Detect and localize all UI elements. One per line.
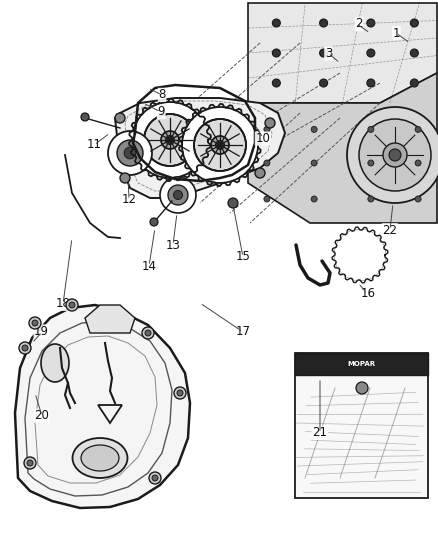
Text: 19: 19 — [34, 325, 49, 338]
Circle shape — [415, 196, 421, 202]
Bar — [295, 353, 428, 375]
Circle shape — [367, 49, 375, 57]
Circle shape — [311, 196, 317, 202]
Circle shape — [359, 119, 431, 191]
Circle shape — [410, 49, 418, 57]
Circle shape — [145, 330, 151, 336]
Circle shape — [19, 342, 31, 354]
Circle shape — [152, 475, 158, 481]
Circle shape — [320, 49, 328, 57]
Circle shape — [174, 387, 186, 399]
Ellipse shape — [73, 438, 127, 478]
Circle shape — [150, 218, 158, 226]
Circle shape — [22, 345, 28, 351]
Ellipse shape — [81, 445, 119, 471]
Text: 10: 10 — [255, 132, 270, 145]
Text: 3: 3 — [325, 47, 332, 60]
Text: 22: 22 — [382, 224, 397, 237]
Circle shape — [160, 177, 196, 213]
Ellipse shape — [41, 344, 69, 382]
Circle shape — [228, 198, 238, 208]
Text: 8: 8 — [159, 88, 166, 101]
Circle shape — [272, 19, 280, 27]
Circle shape — [383, 143, 407, 167]
Text: 9: 9 — [157, 106, 165, 118]
Circle shape — [265, 118, 275, 128]
Circle shape — [194, 119, 246, 171]
Circle shape — [69, 302, 75, 308]
Circle shape — [353, 248, 367, 262]
Circle shape — [168, 185, 188, 205]
Circle shape — [389, 149, 401, 161]
Text: 16: 16 — [360, 287, 375, 300]
Circle shape — [345, 240, 375, 270]
Circle shape — [24, 457, 36, 469]
Circle shape — [81, 113, 89, 121]
Circle shape — [415, 160, 421, 166]
Circle shape — [272, 49, 280, 57]
Text: 14: 14 — [141, 260, 156, 273]
Circle shape — [368, 126, 374, 132]
Polygon shape — [248, 73, 437, 223]
Circle shape — [161, 131, 179, 149]
Text: 15: 15 — [236, 251, 251, 263]
Circle shape — [415, 126, 421, 132]
Circle shape — [177, 390, 183, 396]
Polygon shape — [248, 3, 437, 103]
Circle shape — [368, 196, 374, 202]
Circle shape — [311, 160, 317, 166]
Polygon shape — [115, 98, 285, 198]
Circle shape — [347, 107, 438, 203]
Circle shape — [142, 327, 154, 339]
Circle shape — [108, 131, 152, 175]
Circle shape — [115, 113, 125, 123]
Circle shape — [255, 168, 265, 178]
Circle shape — [215, 141, 225, 149]
Circle shape — [367, 79, 375, 87]
Circle shape — [144, 114, 196, 166]
Circle shape — [264, 126, 270, 132]
Circle shape — [166, 135, 174, 144]
Text: 13: 13 — [166, 239, 180, 252]
Circle shape — [32, 320, 38, 326]
Circle shape — [120, 173, 130, 183]
Text: 18: 18 — [56, 297, 71, 310]
Circle shape — [211, 136, 229, 154]
Circle shape — [66, 299, 78, 311]
Circle shape — [264, 160, 270, 166]
Text: 11: 11 — [87, 139, 102, 151]
Polygon shape — [132, 102, 208, 178]
Circle shape — [173, 190, 183, 199]
Text: MOPAR: MOPAR — [347, 361, 375, 367]
Circle shape — [272, 79, 280, 87]
FancyBboxPatch shape — [295, 353, 428, 498]
Circle shape — [410, 19, 418, 27]
Text: 20: 20 — [34, 409, 49, 422]
Text: 21: 21 — [312, 426, 327, 439]
Circle shape — [27, 460, 33, 466]
Text: 1: 1 — [392, 27, 400, 39]
Circle shape — [368, 160, 374, 166]
Polygon shape — [15, 305, 190, 508]
Circle shape — [367, 19, 375, 27]
Circle shape — [149, 472, 161, 484]
Circle shape — [29, 317, 41, 329]
Polygon shape — [182, 107, 258, 183]
Text: 2: 2 — [355, 18, 363, 30]
Text: 12: 12 — [122, 193, 137, 206]
Text: 17: 17 — [236, 325, 251, 338]
Circle shape — [311, 126, 317, 132]
Circle shape — [264, 196, 270, 202]
Circle shape — [320, 19, 328, 27]
Circle shape — [335, 230, 385, 280]
Circle shape — [410, 79, 418, 87]
Circle shape — [320, 79, 328, 87]
Circle shape — [356, 382, 368, 394]
Circle shape — [117, 140, 143, 166]
Polygon shape — [335, 230, 385, 280]
Polygon shape — [85, 305, 135, 333]
Circle shape — [124, 147, 136, 159]
